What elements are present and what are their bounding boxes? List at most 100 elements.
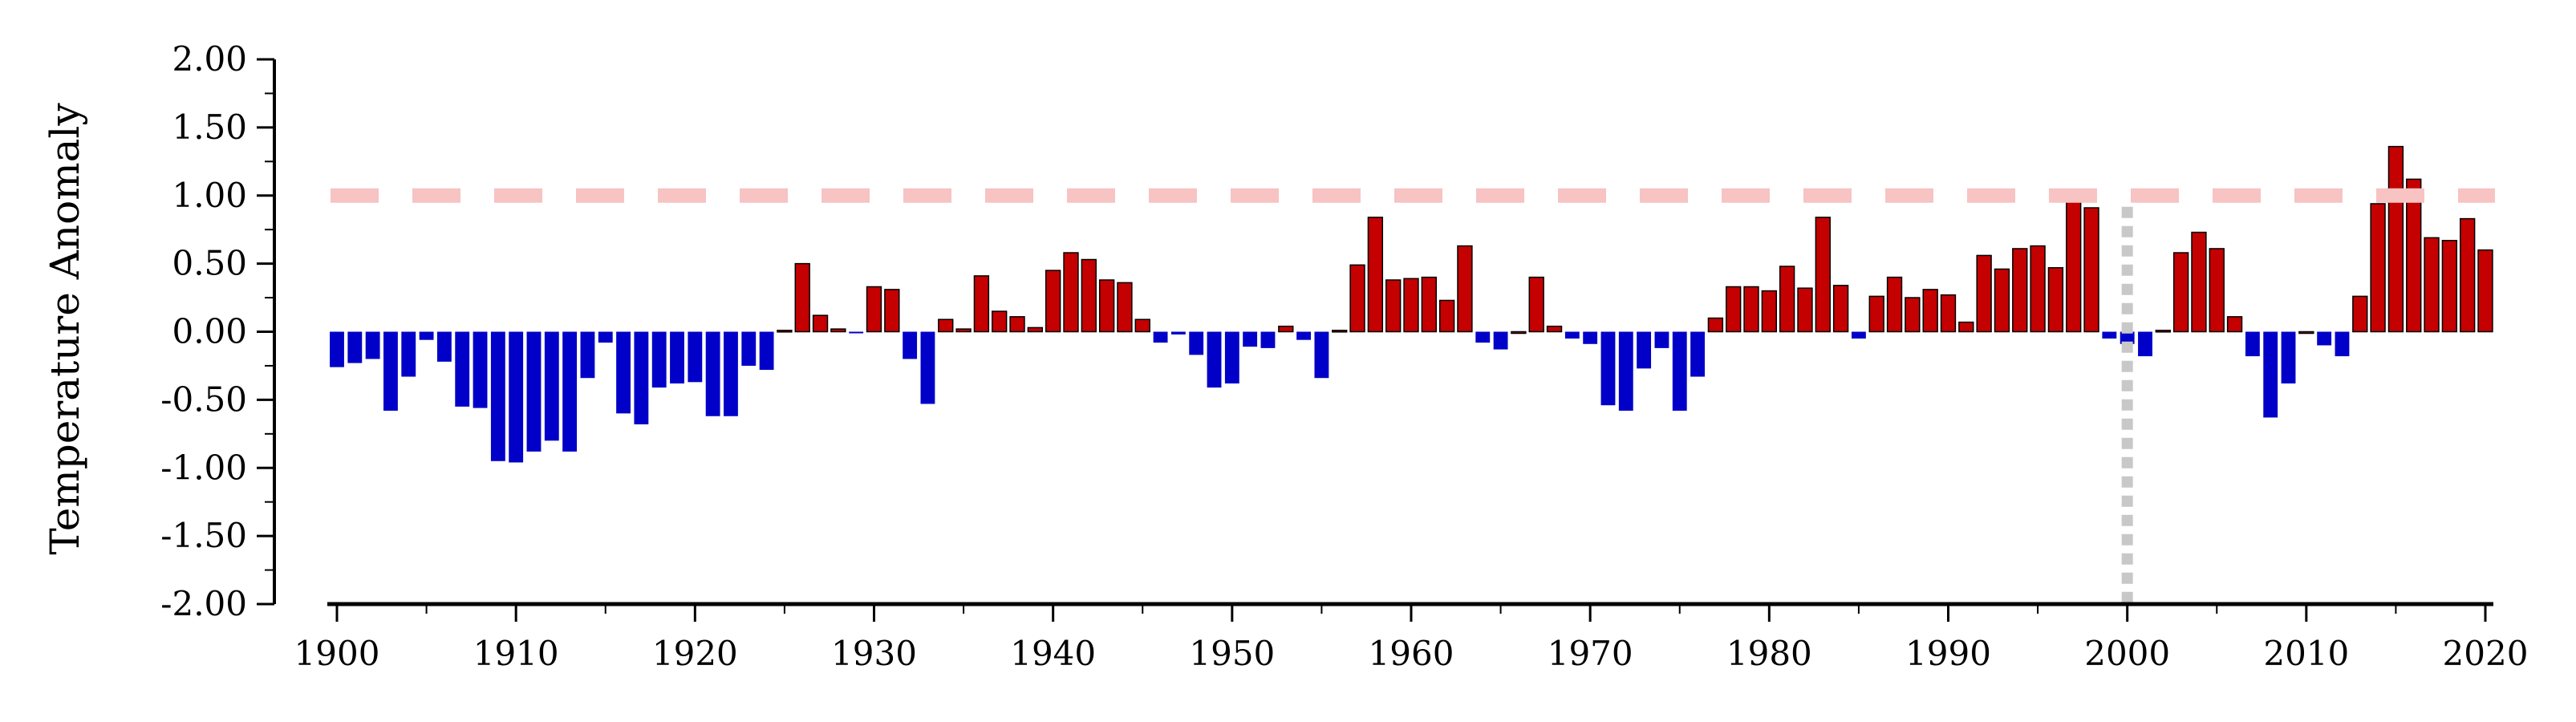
bar-1943 [1098,279,1115,333]
bar-1926 [794,262,810,333]
bar-1918 [651,331,667,388]
bar-1957 [1349,264,1365,333]
bar-1993 [1994,268,2010,333]
y-tick-label: -1.50 [160,516,247,555]
bar-1962 [1438,299,1455,333]
bar-1998 [2083,207,2099,333]
bar-1938 [1009,316,1025,333]
bar-1947 [1170,331,1186,335]
bar-1982 [1797,287,1813,333]
bar-1906 [436,331,452,362]
bar-1976 [1690,331,1705,377]
bar-1990 [1940,294,1957,333]
bar-2012 [2335,331,2350,357]
x-tick-label: 1940 [1010,634,1096,673]
bar-1984 [1832,285,1849,333]
bar-1960 [1403,278,1419,333]
bar-1916 [616,331,631,414]
bar-1939 [1027,327,1044,333]
bar-2000 [2120,331,2135,344]
bar-2006 [2226,316,2243,333]
bar-1924 [759,331,774,371]
bar-2020 [2477,249,2493,333]
bar-1903 [383,331,398,411]
x-tick-label: 1970 [1548,634,1633,673]
bar-1953 [1278,325,1294,333]
bar-1911 [526,331,542,452]
x-tick-label: 1910 [473,634,559,673]
bar-1977 [1707,317,1724,333]
bar-1956 [1332,330,1348,333]
bar-1902 [365,331,380,359]
bar-2014 [2370,203,2386,333]
bar-1917 [634,331,649,424]
y-tick-label: 0.00 [172,312,247,351]
bar-1914 [580,331,595,379]
bar-1931 [884,289,900,333]
bar-1909 [490,331,505,461]
bar-1963 [1457,245,1473,333]
bar-1978 [1726,286,1742,333]
bar-1986 [1868,295,1884,333]
bar-1905 [419,331,434,340]
bar-2009 [2281,331,2296,383]
bar-1942 [1081,258,1097,333]
bar-1954 [1296,331,1312,340]
bar-2016 [2406,178,2422,333]
bar-1989 [1922,289,1938,333]
bar-1913 [562,331,578,452]
bar-1979 [1743,286,1759,333]
x-tick-label: 1990 [1905,634,1991,673]
bar-1966 [1511,331,1527,335]
bar-1910 [509,331,524,463]
bar-1937 [992,310,1008,333]
bar-1930 [866,286,882,333]
bar-2001 [2138,331,2152,357]
bar-2019 [2460,217,2476,333]
bar-1981 [1779,266,1795,333]
bar-1936 [973,275,990,333]
y-tick-label: 1.50 [172,107,247,147]
bar-2004 [2191,231,2207,333]
bar-1994 [2012,248,2028,333]
bar-1921 [705,331,720,416]
bar-1969 [1564,331,1580,339]
bar-1952 [1260,331,1276,348]
bar-1971 [1600,331,1616,406]
bar-1980 [1761,290,1778,333]
bar-1929 [849,331,864,334]
bar-1933 [920,331,935,404]
bar-1915 [598,331,613,343]
bar-2005 [2209,248,2225,333]
bar-1912 [544,331,559,441]
bar-1934 [938,318,954,333]
axes-layer: 2.00 1.50 1.00 0.50 0.00 -0.50 -1.00 -1.50 -2.00… [160,39,2528,673]
x-tick-label: 1930 [831,634,917,673]
bar-1995 [2030,245,2046,333]
bar-1999 [2102,331,2117,339]
bar-2010 [2298,331,2314,335]
bar-1946 [1153,331,1168,343]
y-tick-label: -1.00 [160,448,247,487]
bar-2003 [2172,252,2189,333]
reference-layer [331,188,2495,602]
bar-1941 [1063,252,1079,333]
bar-1965 [1493,331,1508,350]
bar-1908 [473,331,488,408]
bar-1972 [1618,331,1633,411]
bar-1967 [1528,276,1544,333]
x-tick-label: 2020 [2443,634,2529,673]
bar-1904 [401,331,416,377]
bar-1975 [1672,331,1687,411]
x-tick-label: 2010 [2263,634,2349,673]
y-tick-label: -0.50 [160,379,247,419]
bar-1961 [1421,276,1437,333]
bar-1968 [1546,325,1563,333]
bar-1927 [812,314,829,333]
bar-1964 [1475,331,1491,343]
x-tick-label: 1980 [1726,634,1812,673]
bar-2018 [2441,240,2458,333]
bar-1935 [955,328,972,333]
bar-1901 [347,331,363,363]
